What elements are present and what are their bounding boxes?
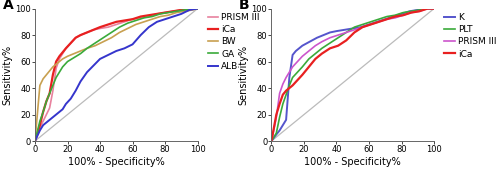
X-axis label: 100% - Specificity%: 100% - Specificity% bbox=[304, 157, 401, 167]
Legend: K, PLT, PRISM III, iCa: K, PLT, PRISM III, iCa bbox=[444, 13, 496, 59]
Y-axis label: Sensitivity%: Sensitivity% bbox=[239, 45, 249, 105]
Text: B: B bbox=[239, 0, 250, 12]
Y-axis label: Sensitivity%: Sensitivity% bbox=[2, 45, 12, 105]
Text: A: A bbox=[2, 0, 13, 12]
X-axis label: 100% - Specificity%: 100% - Specificity% bbox=[68, 157, 164, 167]
Legend: PRISM III, iCa, BW, GA, ALB: PRISM III, iCa, BW, GA, ALB bbox=[208, 13, 260, 71]
